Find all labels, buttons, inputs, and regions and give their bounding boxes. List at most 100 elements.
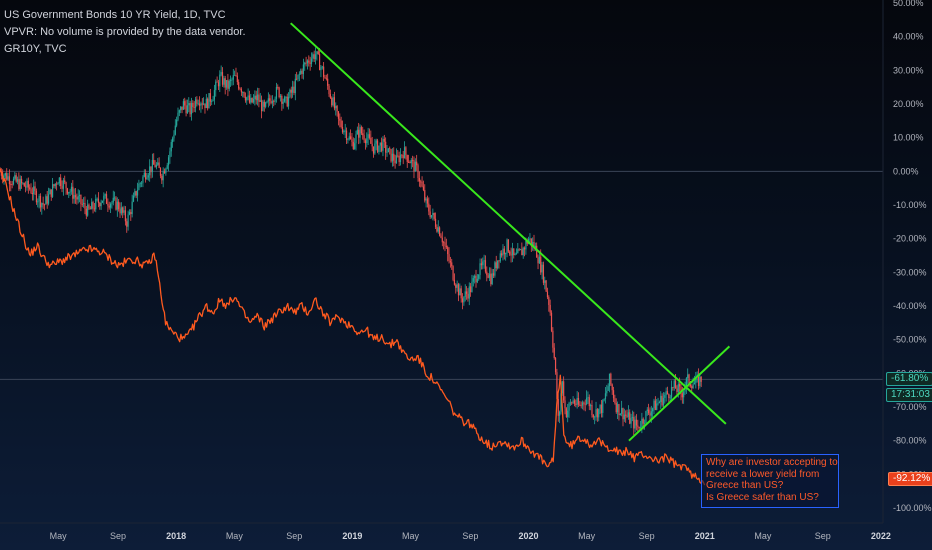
- candle-body: [108, 205, 110, 208]
- candle-body: [201, 103, 203, 105]
- candle-body: [616, 404, 619, 413]
- candle-body: [464, 291, 466, 297]
- candle-body: [474, 275, 476, 279]
- candle-body: [584, 403, 586, 405]
- candle-body: [368, 134, 371, 138]
- y-tick-label: 10.00%: [893, 133, 924, 143]
- trendline[interactable]: [628, 345, 731, 442]
- candle-body: [331, 97, 333, 106]
- candle-body: [691, 386, 693, 389]
- candle-body: [460, 288, 462, 299]
- price-axis[interactable]: 50.00% 40.00% 30.00% 20.00% 10.00% 0.00% -10.0…: [893, 0, 932, 513]
- candle-body: [506, 239, 508, 253]
- candle-body: [296, 78, 298, 80]
- candle-body: [318, 53, 321, 71]
- candle-body: [279, 95, 282, 98]
- candle-body: [0, 171, 2, 176]
- candle-body: [263, 101, 265, 107]
- candle-body: [664, 395, 666, 398]
- candle-body: [118, 201, 120, 210]
- y-tick-label: -30.00%: [893, 267, 927, 277]
- x-tick-label: 2019: [342, 531, 362, 541]
- candle-body: [38, 195, 40, 202]
- candle-body: [170, 142, 172, 152]
- candle-body: [325, 78, 327, 80]
- candle-body: [604, 393, 607, 400]
- candle-body: [292, 86, 294, 93]
- candle-body: [246, 97, 248, 101]
- candle-body: [455, 284, 457, 288]
- candle-body: [653, 400, 655, 409]
- candle-body: [92, 202, 94, 209]
- candle-body: [561, 381, 563, 394]
- candle-body: [151, 159, 153, 173]
- candle-body: [501, 253, 503, 256]
- annotation-line: receive a lower yield from: [706, 468, 820, 480]
- candle-body: [155, 164, 158, 168]
- candle-body: [405, 147, 407, 156]
- candle-body: [544, 280, 546, 283]
- candle-body: [350, 136, 352, 140]
- candle-body: [657, 402, 659, 404]
- candle-body: [51, 184, 54, 197]
- candle-body: [42, 203, 44, 205]
- candle-body: [564, 400, 566, 409]
- candle-body: [569, 402, 572, 404]
- trendlines[interactable]: [290, 22, 731, 442]
- candle-body: [509, 251, 511, 255]
- candle-body: [329, 94, 331, 98]
- candle-body: [421, 181, 423, 187]
- candle-body: [401, 154, 403, 156]
- candle-body: [472, 278, 474, 282]
- trendline[interactable]: [290, 22, 727, 425]
- candle-body: [76, 197, 78, 200]
- candle-body: [422, 186, 425, 191]
- candle-body: [407, 161, 410, 163]
- candle-body: [665, 391, 667, 396]
- gr-last-price-tag: -92.12%: [888, 472, 932, 486]
- candle-body: [426, 198, 429, 204]
- candle-body: [490, 273, 492, 285]
- candle-body: [681, 393, 683, 398]
- time-axis[interactable]: May Sep 2018 May Sep 2019 May Sep 2020 May Sep 2021…: [50, 531, 891, 541]
- candle-body: [282, 101, 284, 104]
- candle-body: [285, 96, 287, 98]
- candle-body: [165, 168, 167, 174]
- candle-body: [607, 386, 609, 391]
- candle-body: [391, 153, 394, 162]
- candle-body: [670, 386, 673, 398]
- candle-body: [225, 80, 228, 88]
- candle-body: [139, 183, 141, 185]
- candle-body: [689, 384, 692, 387]
- candle-body: [33, 186, 35, 195]
- candle-body: [274, 98, 276, 102]
- y-tick-label: 50.00%: [893, 0, 924, 8]
- candle-body: [256, 94, 259, 101]
- candle-body: [648, 409, 650, 414]
- candle-body: [371, 143, 373, 147]
- candle-body: [39, 195, 42, 208]
- annotation-note[interactable]: Why are investor accepting to receive a …: [701, 454, 839, 508]
- candle-body: [41, 203, 43, 208]
- candle-body: [127, 214, 129, 227]
- candle-body: [287, 96, 290, 107]
- x-tick-label: Sep: [815, 531, 831, 541]
- candle-body: [177, 112, 179, 120]
- candle-body: [281, 95, 283, 104]
- candle-body: [35, 190, 38, 203]
- candle-body: [259, 100, 261, 102]
- candle-body: [332, 97, 334, 106]
- candle-body: [596, 409, 598, 418]
- candle-body: [27, 180, 29, 188]
- candle-body: [410, 159, 412, 164]
- candle-body: [234, 75, 236, 76]
- candle-body: [302, 64, 305, 75]
- candle-body: [685, 378, 687, 388]
- candle-body: [154, 164, 156, 168]
- candle-body: [615, 402, 617, 413]
- candle-body: [452, 266, 454, 280]
- candle-body: [153, 159, 155, 165]
- x-tick-label: 2022: [871, 531, 891, 541]
- candle-body: [612, 390, 615, 399]
